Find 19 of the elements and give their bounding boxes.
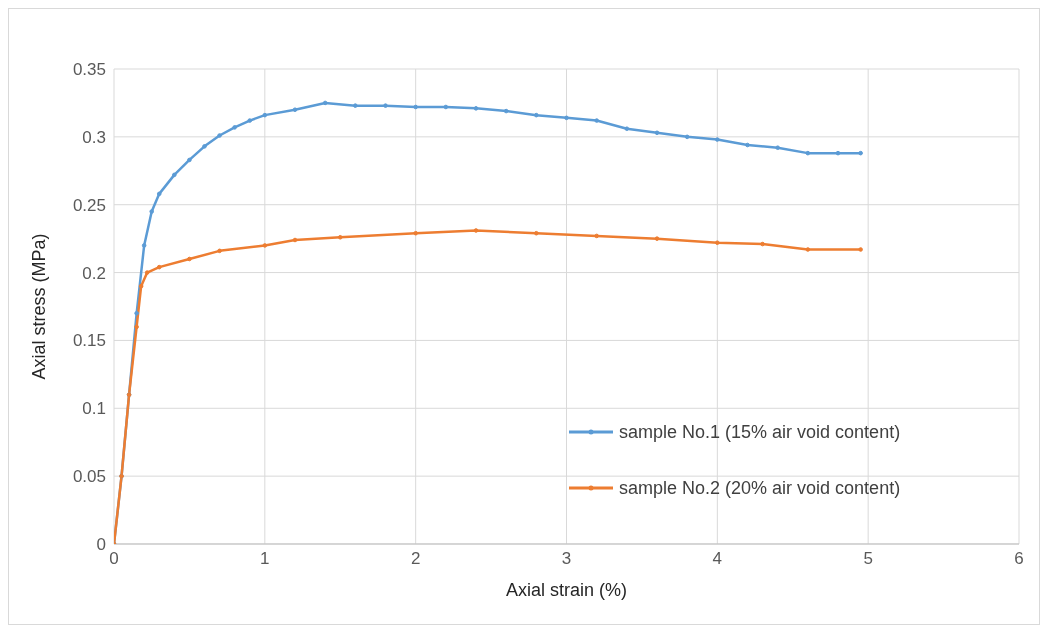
y-tick-label: 0 xyxy=(96,535,106,555)
x-tick-label: 3 xyxy=(561,549,572,569)
y-tick-label: 0.1 xyxy=(82,399,106,419)
x-tick-label: 6 xyxy=(1014,549,1024,569)
y-tick-label: 0.3 xyxy=(82,127,106,147)
y-tick-label: 0.25 xyxy=(72,195,106,215)
x-axis-title: Axial strain (%) xyxy=(505,580,628,600)
legend-label: sample No.1 (15% air void content) xyxy=(619,421,901,443)
y-tick-label: 0.2 xyxy=(82,263,106,283)
legend-label: sample No.2 (20% air void content) xyxy=(619,477,901,499)
y-tick-label: 0.35 xyxy=(72,60,106,80)
x-tick-label: 0 xyxy=(109,549,119,569)
y-axis-title: Axial stress (MPa) xyxy=(29,233,50,380)
x-tick-label: 1 xyxy=(260,549,270,569)
y-tick-label: 0.05 xyxy=(72,467,106,487)
x-tick-label: 2 xyxy=(410,549,421,569)
x-tick-label: 5 xyxy=(863,549,873,569)
x-tick-label: 4 xyxy=(712,549,723,569)
y-tick-label: 0.15 xyxy=(72,331,106,351)
